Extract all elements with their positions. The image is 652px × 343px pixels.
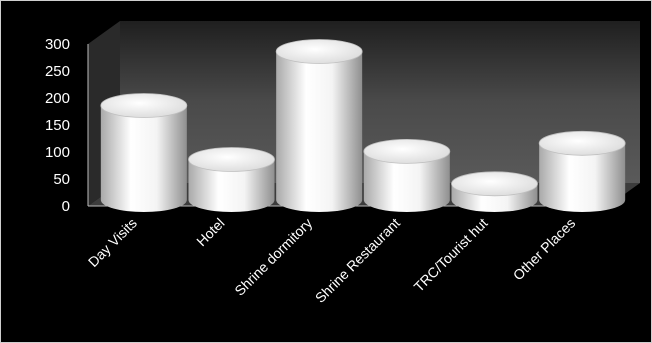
bar-cylinder bbox=[363, 138, 451, 213]
bar-top bbox=[451, 171, 538, 197]
bar-cylinder bbox=[188, 147, 275, 213]
bar-top bbox=[363, 138, 451, 164]
bar-cylinder bbox=[451, 171, 538, 213]
y-tick-label: 300 bbox=[45, 36, 70, 53]
bar-top bbox=[100, 93, 188, 118]
y-tick-label: 50 bbox=[53, 171, 70, 188]
back-wall bbox=[120, 21, 640, 183]
y-tick-label: 100 bbox=[45, 144, 70, 161]
y-tick-label: 150 bbox=[45, 117, 70, 134]
bar-cylinder bbox=[275, 39, 363, 213]
y-tick-label: 200 bbox=[45, 90, 70, 107]
bar-cylinder bbox=[538, 130, 626, 213]
y-tick-label: 0 bbox=[62, 198, 70, 215]
bar-body bbox=[363, 151, 450, 213]
bar-body bbox=[100, 105, 187, 212]
y-tick-label: 250 bbox=[45, 63, 70, 80]
bar-body bbox=[276, 51, 363, 213]
bar-cylinder bbox=[100, 93, 188, 212]
y-axis-ticks: 0 50 100 150 200 250 300 bbox=[45, 36, 70, 215]
bar-body bbox=[188, 159, 275, 213]
bar-body bbox=[539, 143, 626, 213]
bar-top bbox=[275, 39, 363, 64]
bars bbox=[100, 39, 626, 213]
bar-top bbox=[538, 130, 626, 156]
bar-top bbox=[188, 147, 275, 172]
